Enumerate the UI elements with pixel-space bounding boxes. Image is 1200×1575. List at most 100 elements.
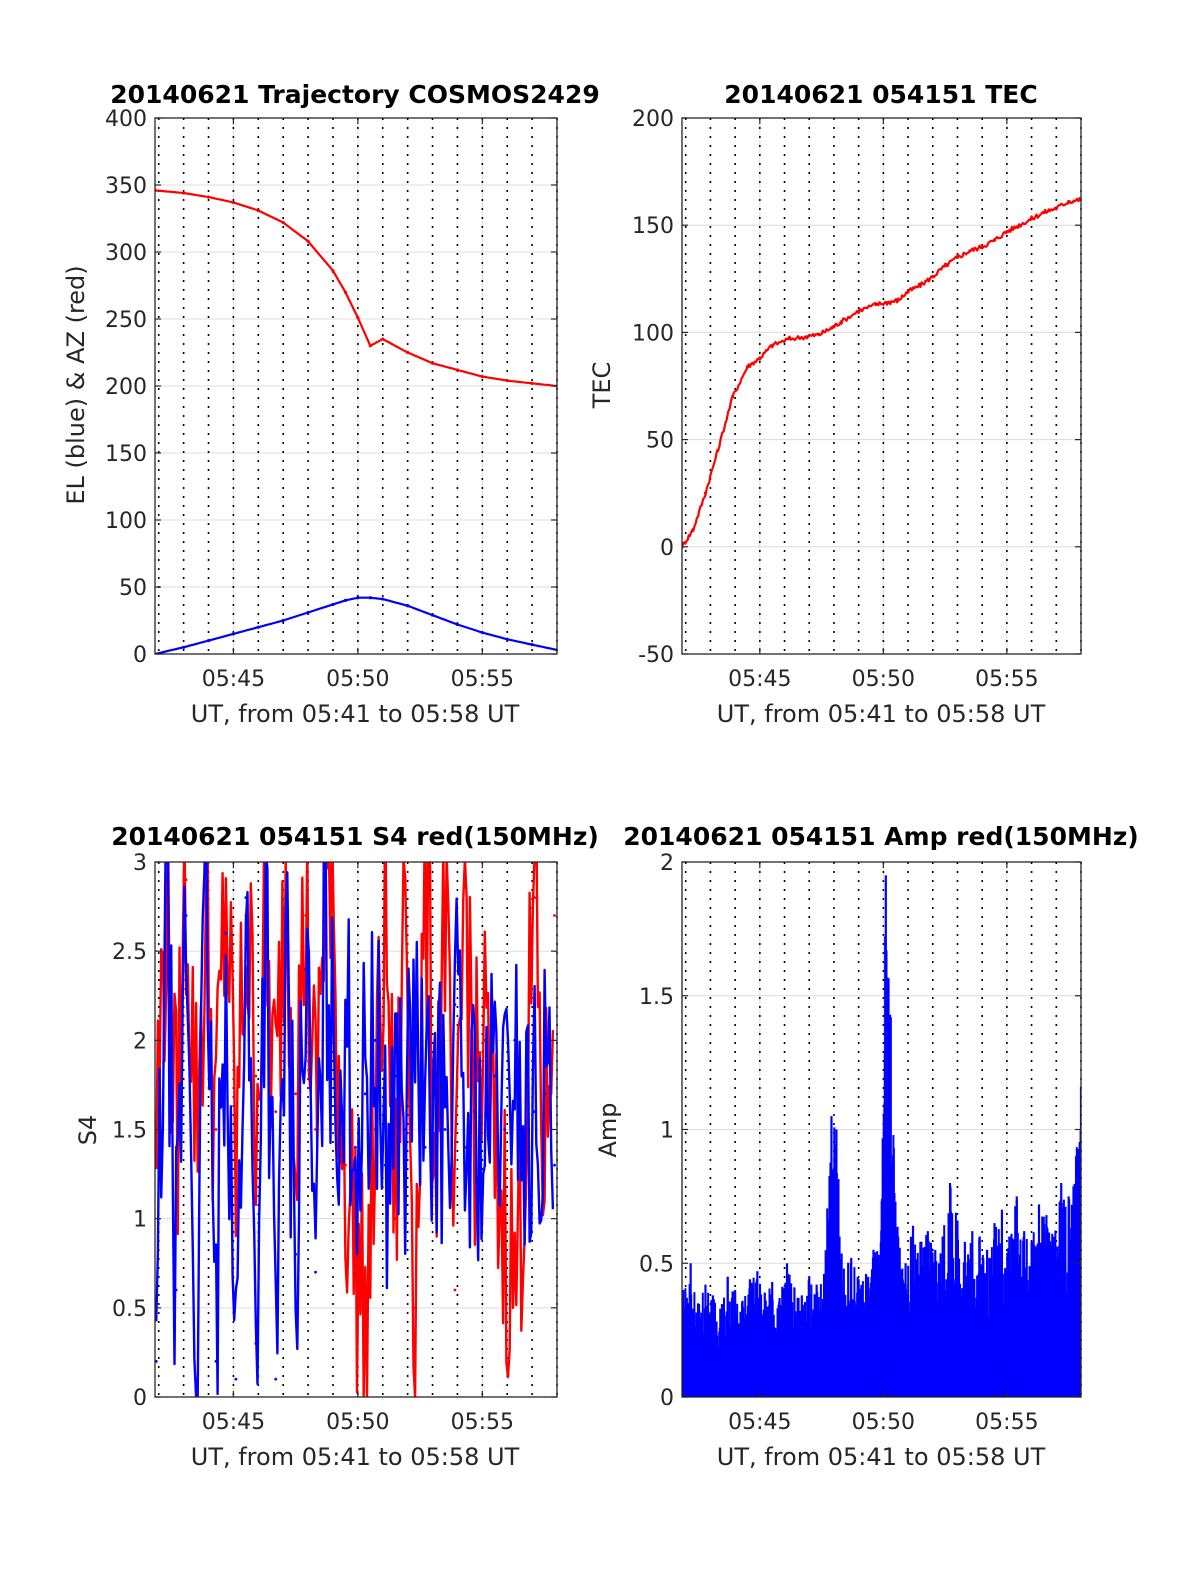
s4-point	[155, 1359, 158, 1363]
y-tick-label: 50	[646, 429, 674, 454]
data-point	[206, 639, 211, 643]
s4-point	[294, 1252, 298, 1256]
s4-point	[314, 1128, 317, 1131]
data-point	[306, 239, 310, 243]
s4-point	[194, 1110, 198, 1114]
data-point	[731, 395, 735, 399]
data-point	[805, 335, 809, 339]
data-point	[745, 365, 750, 369]
y-tick-label: 400	[105, 107, 147, 132]
s4-point	[304, 914, 307, 917]
s4-point	[224, 878, 228, 882]
trajectory-line	[155, 596, 557, 654]
y-tick-label: 150	[105, 442, 147, 467]
data-point	[368, 344, 372, 348]
s4-point	[164, 878, 168, 882]
s4-point	[294, 1092, 298, 1096]
data-point	[530, 643, 534, 647]
x-tick-label: 05:45	[202, 1410, 265, 1435]
y-axis-label: S4	[74, 1115, 102, 1146]
y-tick-label: 0	[660, 1386, 674, 1411]
s4-point	[214, 1359, 218, 1363]
y-tick-label: 350	[105, 174, 147, 199]
data-point	[343, 290, 348, 294]
panel-title: 20140621 054151 S4 red(150MHz)	[111, 822, 599, 851]
x-tick-label: 05:50	[852, 1410, 915, 1435]
tec-line	[682, 197, 1081, 549]
data-point	[839, 320, 843, 324]
panel-tec: 20140621 054151 TEC UT, from 05:41 to 05…	[588, 80, 1082, 728]
plot-area	[155, 862, 556, 1397]
y-tick-label: 0	[133, 643, 147, 668]
s4-point	[304, 967, 307, 971]
data-point	[206, 195, 211, 199]
s4-point	[553, 1163, 556, 1167]
data-point	[906, 290, 910, 294]
s4-point	[353, 1145, 357, 1149]
s4-point	[184, 914, 188, 917]
s4-trace	[155, 862, 555, 1397]
data-point	[817, 332, 821, 337]
y-tick-label: 0	[660, 536, 674, 561]
data-point	[256, 625, 260, 629]
s4-point	[334, 1003, 337, 1007]
y-tick-label: 1.5	[639, 985, 674, 1010]
s4-point	[254, 1342, 258, 1345]
data-point	[356, 316, 360, 320]
s4-point	[383, 896, 387, 900]
trajectory-line	[155, 189, 557, 388]
y-tick-label: 150	[632, 214, 674, 239]
s4-point	[324, 931, 327, 935]
s4-point	[254, 1074, 258, 1078]
x-tick-label: 05:45	[728, 1410, 791, 1435]
x-tick-label: 05:50	[326, 667, 389, 692]
s4-point	[234, 1377, 238, 1381]
y-tick-label: 300	[105, 241, 147, 266]
x-tick-label: 05:55	[975, 1410, 1038, 1435]
y-axis-label: EL (blue) & AZ (red)	[62, 265, 90, 504]
s4-point	[344, 1163, 347, 1167]
s4-point	[533, 896, 536, 900]
s4-point	[274, 1377, 278, 1381]
y-tick-label: 200	[632, 107, 674, 132]
s4-point	[403, 878, 407, 882]
data-point	[787, 337, 792, 341]
s4-point	[513, 1288, 517, 1292]
s4-point	[533, 1110, 536, 1114]
data-point	[430, 361, 435, 365]
data-point	[874, 302, 878, 307]
s4-point	[513, 1038, 517, 1042]
s4-point	[274, 1110, 278, 1114]
data-point	[918, 283, 923, 287]
s4-point	[413, 1021, 417, 1024]
data-point	[980, 245, 984, 249]
data-point	[480, 630, 484, 635]
y-tick-label: 100	[632, 321, 674, 346]
data-point	[331, 602, 335, 607]
data-point	[886, 300, 890, 304]
data-point	[182, 645, 186, 649]
y-tick-label: 1	[660, 1119, 674, 1144]
data-point	[455, 622, 460, 627]
s4-point	[543, 1092, 546, 1096]
x-tick-label: 05:45	[728, 667, 791, 692]
x-axis-label: UT, from 05:41 to 05:58 UT	[717, 700, 1046, 728]
panel-title: 20140621 Trajectory COSMOS2429	[110, 80, 600, 109]
data-point	[1017, 223, 1021, 227]
data-point	[691, 528, 695, 532]
y-tick-label: 1	[133, 1208, 147, 1233]
s4-point	[463, 1145, 467, 1149]
s4-point	[314, 1270, 317, 1274]
s4-point	[393, 1074, 397, 1078]
s4-point	[344, 1003, 347, 1007]
x-tick-label: 05:55	[451, 667, 514, 692]
s4-point	[174, 1288, 178, 1292]
s4-point	[493, 1163, 497, 1167]
s4-point	[443, 896, 447, 900]
s4-point	[373, 1038, 377, 1042]
y-tick-label: 3	[133, 851, 147, 876]
s4-point	[363, 1092, 367, 1096]
data-point	[1054, 206, 1058, 210]
data-point	[1042, 210, 1046, 214]
